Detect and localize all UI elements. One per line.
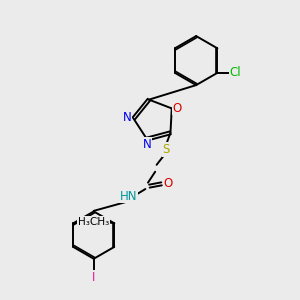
Text: I: I [92, 271, 95, 284]
Text: H₃C: H₃C [78, 217, 97, 227]
Text: N: N [123, 111, 132, 124]
Text: Cl: Cl [230, 66, 241, 79]
Text: O: O [172, 102, 182, 115]
Text: CH₃: CH₃ [91, 217, 110, 227]
Text: O: O [163, 177, 172, 190]
Text: S: S [163, 143, 170, 156]
Text: N: N [142, 138, 151, 151]
Text: HN: HN [120, 190, 137, 203]
